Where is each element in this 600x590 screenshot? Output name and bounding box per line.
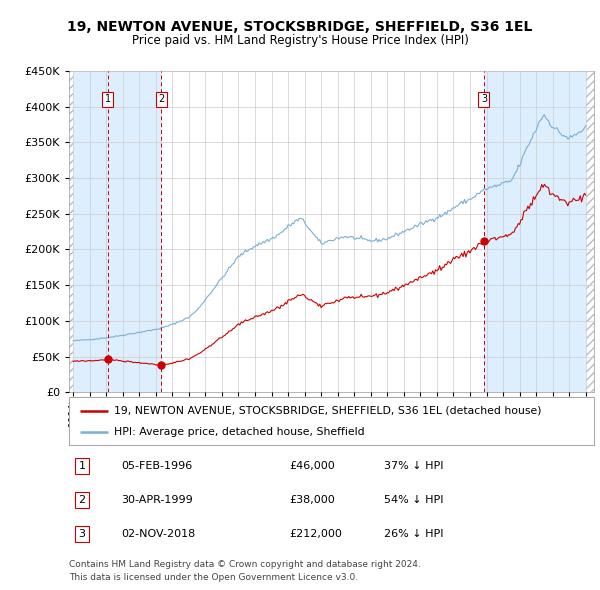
Text: 05-FEB-1996: 05-FEB-1996	[121, 461, 193, 471]
Text: 1: 1	[79, 461, 86, 471]
Text: 2: 2	[158, 94, 164, 104]
Bar	[69, 71, 73, 392]
Text: Price paid vs. HM Land Registry's House Price Index (HPI): Price paid vs. HM Land Registry's House …	[131, 34, 469, 47]
Text: 30-APR-1999: 30-APR-1999	[121, 495, 193, 505]
Text: 26% ↓ HPI: 26% ↓ HPI	[384, 529, 443, 539]
Text: 3: 3	[481, 94, 487, 104]
Text: 54% ↓ HPI: 54% ↓ HPI	[384, 495, 443, 505]
Text: 02-NOV-2018: 02-NOV-2018	[121, 529, 196, 539]
Text: 19, NEWTON AVENUE, STOCKSBRIDGE, SHEFFIELD, S36 1EL (detached house): 19, NEWTON AVENUE, STOCKSBRIDGE, SHEFFIE…	[113, 405, 541, 415]
Text: £46,000: £46,000	[290, 461, 335, 471]
Text: £212,000: £212,000	[290, 529, 343, 539]
Bar	[484, 71, 586, 392]
Text: 3: 3	[79, 529, 86, 539]
Bar	[586, 71, 594, 392]
Bar	[73, 71, 108, 392]
Text: 1: 1	[104, 94, 111, 104]
Text: 19, NEWTON AVENUE, STOCKSBRIDGE, SHEFFIELD, S36 1EL: 19, NEWTON AVENUE, STOCKSBRIDGE, SHEFFIE…	[67, 19, 533, 34]
Text: 2: 2	[79, 495, 86, 505]
FancyBboxPatch shape	[69, 397, 594, 445]
Text: This data is licensed under the Open Government Licence v3.0.: This data is licensed under the Open Gov…	[69, 572, 358, 582]
Bar	[108, 71, 161, 392]
Text: Contains HM Land Registry data © Crown copyright and database right 2024.: Contains HM Land Registry data © Crown c…	[69, 560, 421, 569]
Text: £38,000: £38,000	[290, 495, 335, 505]
Text: 37% ↓ HPI: 37% ↓ HPI	[384, 461, 443, 471]
Text: HPI: Average price, detached house, Sheffield: HPI: Average price, detached house, Shef…	[113, 427, 364, 437]
